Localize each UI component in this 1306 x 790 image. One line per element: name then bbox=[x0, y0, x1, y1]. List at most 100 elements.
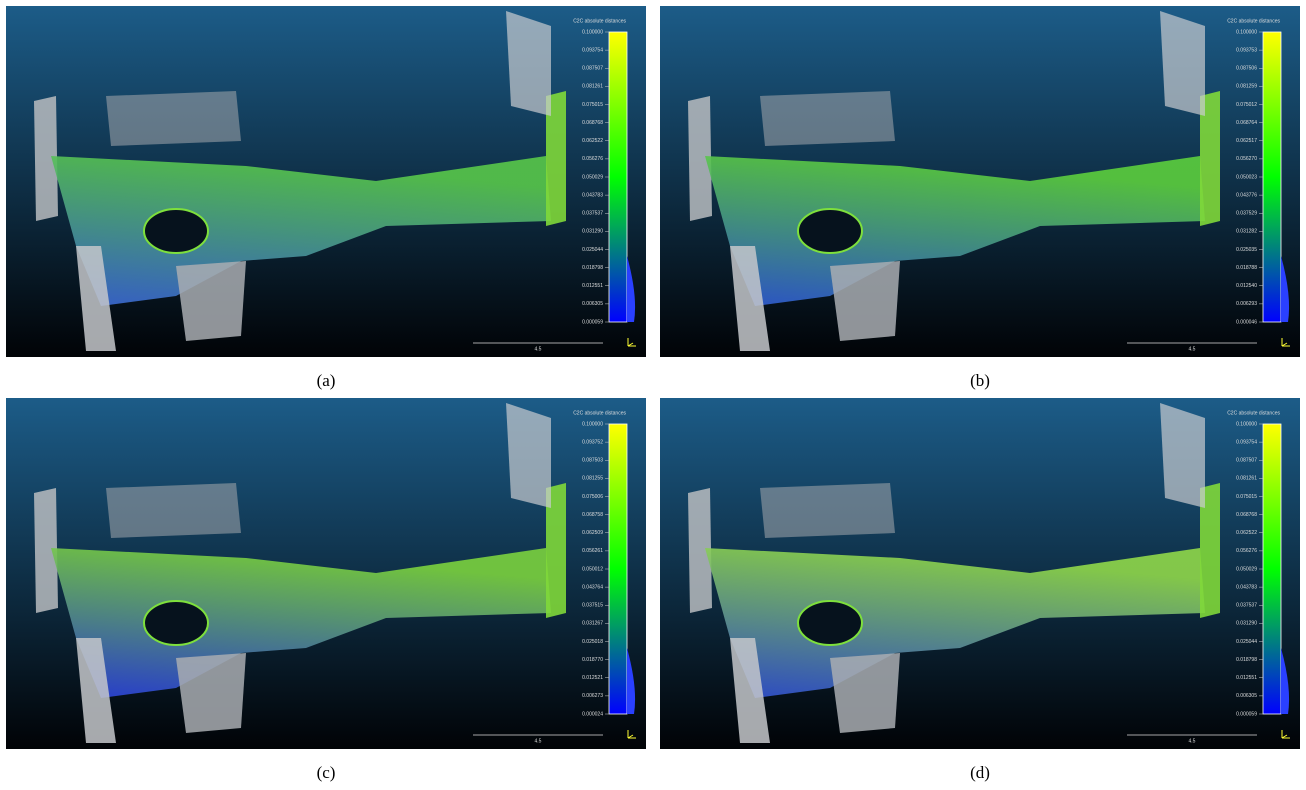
colorbar bbox=[1263, 424, 1281, 714]
colorbar-tick-label: 0.050029 bbox=[582, 174, 603, 180]
cloud-room bbox=[760, 91, 895, 146]
colorbar-tick-label: 0.018788 bbox=[1236, 265, 1257, 271]
colorbar-tick-label: 0.031290 bbox=[582, 229, 603, 235]
figure: C2C absolute distances 0.100000 0.093754 0.… bbox=[0, 0, 1306, 790]
cloud-hole bbox=[798, 209, 862, 253]
colorbar-tick-label: 0.087503 bbox=[582, 458, 603, 464]
colorbar-title: C2C absolute distances bbox=[1227, 410, 1280, 416]
colorbar-tick-label: 0.012551 bbox=[582, 283, 603, 289]
colorbar-tick-label: 0.025035 bbox=[1236, 247, 1257, 253]
colorbar-tick-label: 0.087506 bbox=[1236, 66, 1257, 72]
colorbar-tick-label: 0.081259 bbox=[1236, 84, 1257, 90]
colorbar-tick-label: 0.006305 bbox=[1236, 693, 1257, 699]
colorbar-tick-label: 0.018798 bbox=[582, 265, 603, 271]
colorbar-tick-label: 0.025044 bbox=[582, 247, 603, 253]
colorbar bbox=[1263, 32, 1281, 322]
colorbar-tick-label: 0.025044 bbox=[1236, 639, 1257, 645]
colorbar-tick-label: 0.006293 bbox=[1236, 301, 1257, 307]
colorbar-tick-label: 0.075015 bbox=[1236, 494, 1257, 500]
colorbar-tick-label: 0.043776 bbox=[1236, 192, 1257, 198]
colorbar-tick-label: 0.075012 bbox=[1236, 102, 1257, 108]
colorbar-tick-label: 0.012540 bbox=[1236, 283, 1257, 289]
colorbar-tick-label: 0.000059 bbox=[1236, 711, 1257, 717]
colorbar-tick-label: 0.031282 bbox=[1236, 229, 1257, 235]
colorbar-tick-label: 0.100000 bbox=[582, 29, 603, 35]
colorbar-tick-label: 0.075015 bbox=[582, 102, 603, 108]
colorbar-tick-label: 0.050012 bbox=[582, 566, 603, 572]
colorbar-title: C2C absolute distances bbox=[573, 18, 626, 24]
colorbar-tick-label: 0.093752 bbox=[582, 439, 603, 445]
colorbar-tick-label: 0.100000 bbox=[1236, 29, 1257, 35]
colorbar-tick-label: 0.037515 bbox=[582, 603, 603, 609]
colorbar-tick-label: 0.006273 bbox=[582, 693, 603, 699]
cloud-back-wall bbox=[1160, 403, 1205, 508]
colorbar-tick-label: 0.018798 bbox=[1236, 657, 1257, 663]
colorbar-tick-label: 0.037537 bbox=[1236, 603, 1257, 609]
scale-label: 4.5 bbox=[1189, 738, 1196, 744]
colorbar-tick-label: 0.043764 bbox=[582, 584, 603, 590]
cloud-hole bbox=[798, 601, 862, 645]
colorbar-tick-label: 0.062517 bbox=[1236, 138, 1257, 144]
colorbar-tick-label: 0.050023 bbox=[1236, 174, 1257, 180]
panel-label: (c) bbox=[6, 763, 646, 783]
colorbar bbox=[609, 32, 627, 322]
colorbar-title: C2C absolute distances bbox=[573, 410, 626, 416]
cloud-room bbox=[106, 483, 241, 538]
colorbar-tick-label: 0.031267 bbox=[582, 621, 603, 627]
view: C2C absolute distances 0.100000 0.093754 0.… bbox=[660, 398, 1300, 749]
scale-label: 4.5 bbox=[1189, 346, 1196, 352]
colorbar-tick-label: 0.043783 bbox=[1236, 584, 1257, 590]
colorbar-tick-label: 0.068768 bbox=[582, 120, 603, 126]
colorbar-tick-label: 0.062509 bbox=[582, 530, 603, 536]
colorbar-tick-label: 0.056276 bbox=[582, 156, 603, 162]
colorbar-tick-label: 0.087507 bbox=[1236, 458, 1257, 464]
colorbar-tick-label: 0.081261 bbox=[1236, 476, 1257, 482]
view: C2C absolute distances 0.100000 0.093754 0.… bbox=[6, 6, 646, 357]
cloud-grey bbox=[176, 261, 246, 341]
colorbar-tick-label: 0.068768 bbox=[1236, 512, 1257, 518]
colorbar-tick-label: 0.012551 bbox=[1236, 675, 1257, 681]
cloud-back-wall bbox=[1160, 11, 1205, 116]
colorbar-tick-label: 0.093754 bbox=[1236, 439, 1257, 445]
cloud-hole bbox=[144, 601, 208, 645]
colorbar-tick-label: 0.043783 bbox=[582, 192, 603, 198]
colorbar-tick-label: 0.075006 bbox=[582, 494, 603, 500]
colorbar-tick-label: 0.037529 bbox=[1236, 211, 1257, 217]
colorbar-tick-label: 0.081261 bbox=[582, 84, 603, 90]
colorbar-title: C2C absolute distances bbox=[1227, 18, 1280, 24]
colorbar-tick-label: 0.062522 bbox=[1236, 530, 1257, 536]
colorbar-tick-label: 0.000046 bbox=[1236, 319, 1257, 325]
cloud-back-wall bbox=[506, 403, 551, 508]
cloud-grey bbox=[176, 653, 246, 733]
colorbar-tick-label: 0.068764 bbox=[1236, 120, 1257, 126]
scale-label: 4.5 bbox=[535, 346, 542, 352]
scale-label: 4.5 bbox=[535, 738, 542, 744]
cloud-grey bbox=[830, 261, 900, 341]
view: C2C absolute distances 0.100000 0.093753 0.… bbox=[660, 6, 1300, 357]
view: C2C absolute distances 0.100000 0.093752 0.… bbox=[6, 398, 646, 749]
colorbar-tick-label: 0.068758 bbox=[582, 512, 603, 518]
colorbar-tick-label: 0.018770 bbox=[582, 657, 603, 663]
colorbar-tick-label: 0.062522 bbox=[582, 138, 603, 144]
colorbar-tick-label: 0.037537 bbox=[582, 211, 603, 217]
cloud-hole bbox=[144, 209, 208, 253]
cloud-room bbox=[106, 91, 241, 146]
colorbar-tick-label: 0.000024 bbox=[582, 711, 603, 717]
panel-label: (b) bbox=[660, 371, 1300, 391]
colorbar-tick-label: 0.006305 bbox=[582, 301, 603, 307]
panel-label: (a) bbox=[6, 371, 646, 391]
colorbar bbox=[609, 424, 627, 714]
panel-label: (d) bbox=[660, 763, 1300, 783]
colorbar-tick-label: 0.093753 bbox=[1236, 47, 1257, 53]
colorbar-tick-label: 0.093754 bbox=[582, 47, 603, 53]
colorbar-tick-label: 0.100000 bbox=[1236, 421, 1257, 427]
colorbar-tick-label: 0.100000 bbox=[582, 421, 603, 427]
colorbar-tick-label: 0.056261 bbox=[582, 548, 603, 554]
colorbar-tick-label: 0.050029 bbox=[1236, 566, 1257, 572]
colorbar-tick-label: 0.056270 bbox=[1236, 156, 1257, 162]
cloud-room bbox=[760, 483, 895, 538]
colorbar-tick-label: 0.056276 bbox=[1236, 548, 1257, 554]
colorbar-tick-label: 0.081255 bbox=[582, 476, 603, 482]
colorbar-tick-label: 0.031290 bbox=[1236, 621, 1257, 627]
colorbar-tick-label: 0.000059 bbox=[582, 319, 603, 325]
